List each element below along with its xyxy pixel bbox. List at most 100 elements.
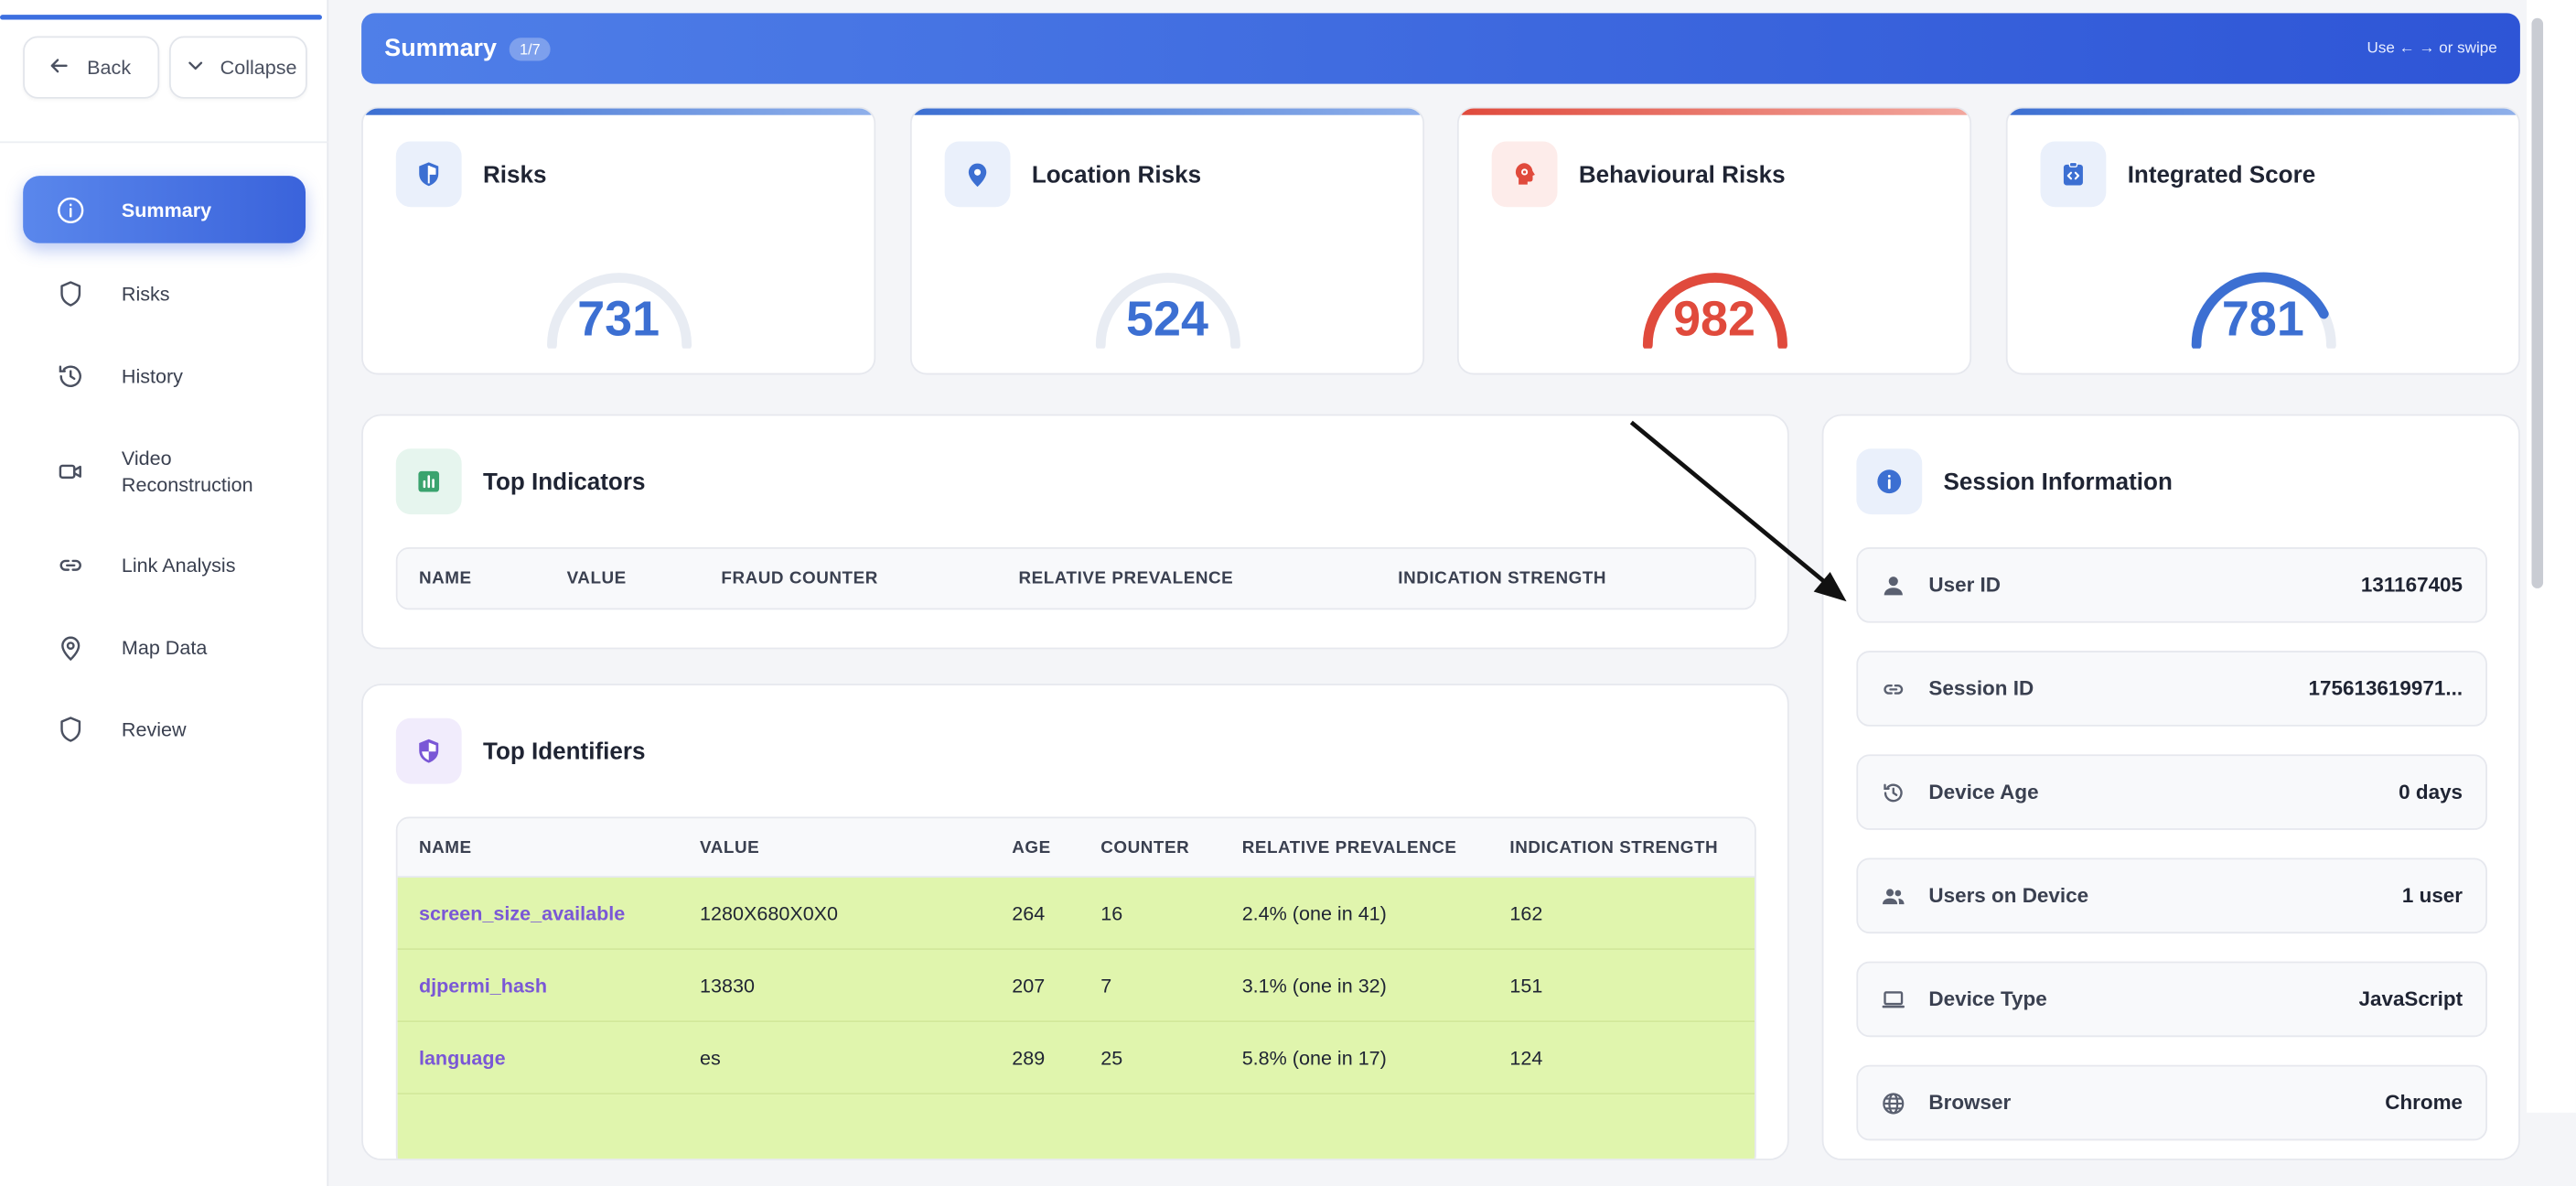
score-card-risks: Risks 731 [361,106,876,375]
score-value: 524 [1126,292,1208,347]
link-icon [1880,675,1906,702]
column-header[interactable]: RELATIVE PREVALENCE [1241,837,1457,858]
sidebar-item-history[interactable]: History [23,342,306,410]
sidebar-item-label: Summary [121,198,212,221]
card-accent-bar [362,108,875,115]
identifier-strength: 162 [1509,901,1543,926]
arrow-left-icon [25,53,87,81]
score-card-location-risks: Location Risks 524 [909,106,1425,375]
navigation-hint: Use ← → or swipe [2367,39,2497,58]
indicators-table: NAME VALUE FRAUD COUNTER RELATIVE PREVAL… [395,547,1756,610]
shield-icon [54,713,87,746]
chevron-down-icon [171,53,220,81]
session-row-device-age: Device Age 0 days [1856,754,2487,830]
table-row[interactable]: language es 289 25 5.8% (one in 17) 124 [397,1022,1755,1095]
sidebar: Back Collapse Summary Risks History Vide… [0,0,329,1186]
card-accent-bar [1458,108,1970,115]
top-identifiers-panel: Top Identifiers NAME VALUE AGE COUNTER R… [361,684,1789,1160]
column-header[interactable]: NAME [418,837,472,858]
score-gauge: 781 [2181,240,2345,349]
column-header[interactable]: NAME [418,568,472,588]
session-information-panel: Session Information User ID 131167405 Se… [1821,414,2520,1160]
session-value: 175613619971... [2308,676,2463,701]
sidebar-item-label: Video Reconstruction [121,446,253,496]
back-button[interactable]: Back [23,36,160,99]
identifier-prevalence: 2.4% (one in 41) [1241,901,1387,926]
identifier-value: 1280X680X0X0 [700,901,839,926]
brain-alert-icon [1491,141,1558,208]
map-pin-icon [54,631,87,663]
session-row-user-id: User ID 131167405 [1856,547,2487,623]
session-row-session-id: Session ID 175613619971... [1856,651,2487,727]
card-title: Integrated Score [2127,162,2316,189]
sidebar-item-link-analysis[interactable]: Link Analysis [23,531,306,598]
sidebar-accent-line [0,15,322,20]
column-header[interactable]: VALUE [566,568,627,588]
table-row[interactable]: screen_size_available 1280X680X0X0 264 1… [397,878,1755,951]
column-header[interactable]: VALUE [700,837,760,858]
identifiers-table: NAME VALUE AGE COUNTER RELATIVE PREVALEN… [395,816,1756,1159]
sidebar-item-label: Map Data [121,635,208,659]
history-icon [54,359,87,392]
session-label: Browser [1928,1091,2012,1115]
panel-title: Top Indicators [482,469,646,497]
scrollbar-thumb[interactable] [2531,17,2544,588]
page-title: Summary [384,34,498,63]
score-gauge: 731 [536,240,701,349]
column-header[interactable]: AGE [1012,837,1051,858]
identifier-strength: 124 [1509,1046,1543,1071]
card-title: Risks [482,162,547,189]
session-value: 131167405 [2360,573,2463,597]
sidebar-item-risks[interactable]: Risks [23,260,306,328]
globe-icon [1880,1090,1906,1116]
column-header[interactable]: INDICATION STRENGTH [1398,568,1607,588]
page-counter-badge: 1/7 [510,37,551,60]
identifier-name-link[interactable]: language [418,1046,506,1071]
sidebar-item-video-reconstruction[interactable]: Video Reconstruction [23,437,306,505]
bar-chart-icon [395,448,462,515]
column-header[interactable]: COUNTER [1100,837,1190,858]
score-value: 731 [577,292,660,347]
score-value: 781 [2221,292,2304,347]
column-header[interactable]: RELATIVE PREVALENCE [1018,568,1234,588]
top-indicators-panel: Top Indicators NAME VALUE FRAUD COUNTER … [361,414,1789,650]
shield-half-icon [395,717,462,784]
column-header[interactable]: INDICATION STRENGTH [1509,837,1719,858]
identifier-value: es [700,1046,721,1071]
back-label: Back [87,56,132,80]
score-card-integrated-score: Integrated Score 781 [2005,106,2520,375]
users-icon [1880,882,1906,909]
map-pin-icon [944,141,1011,208]
sidebar-item-review[interactable]: Review [23,695,306,763]
info-icon [1856,448,1923,515]
card-title: Behavioural Risks [1578,162,1786,189]
info-icon [54,193,87,226]
identifier-name-link[interactable]: screen_size_available [418,901,626,926]
collapse-label: Collapse [220,56,297,80]
shield-icon [54,277,87,310]
sidebar-item-map-data[interactable]: Map Data [23,613,306,681]
sidebar-divider [0,141,329,144]
session-row-browser: Browser Chrome [1856,1064,2487,1141]
card-accent-bar [2007,108,2519,115]
session-value: 0 days [2399,781,2463,804]
session-label: Session ID [1928,676,2034,701]
identifier-prevalence: 5.8% (one in 17) [1241,1046,1387,1071]
identifier-counter: 7 [1100,974,1112,998]
link-icon [54,548,87,581]
table-row[interactable]: djpermi_hash 13830 207 7 3.1% (one in 32… [397,950,1755,1023]
laptop-icon [1880,987,1906,1013]
code-icon [2040,141,2107,208]
identifier-counter: 25 [1100,1046,1123,1071]
sidebar-item-summary[interactable]: Summary [23,176,306,243]
session-label: Device Age [1928,781,2039,804]
video-icon [54,455,87,488]
column-header[interactable]: FRAUD COUNTER [721,568,878,588]
card-accent-bar [911,108,1423,115]
identifier-name-link[interactable]: djpermi_hash [418,974,548,998]
collapse-button[interactable]: Collapse [168,36,307,99]
table-row-partial[interactable] [397,1094,1755,1159]
session-label: Users on Device [1928,884,2089,908]
shield-half-icon [395,141,462,208]
